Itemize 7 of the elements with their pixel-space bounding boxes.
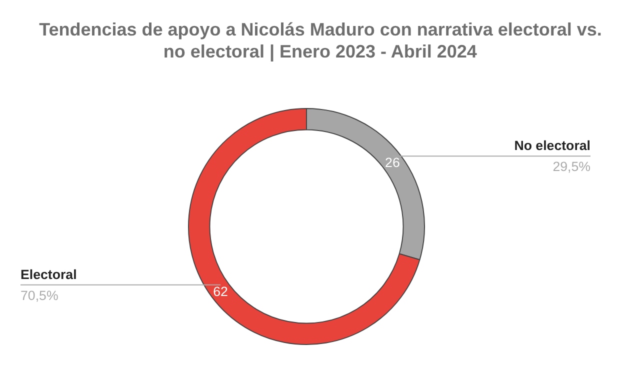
text: 70,5% — [20, 288, 58, 303]
slice-label: No electoral — [514, 138, 591, 154]
text: 29,5% — [552, 159, 591, 174]
slice-label: Electoral — [20, 266, 77, 282]
data-label: 26 — [385, 155, 400, 170]
data-label: 62 — [213, 284, 228, 299]
chart-title: Tendencias de apoyo a Nicolás Maduro con narrativa electoral vs. no electoral | Enero 2023 - Abril 2024 — [39, 20, 602, 62]
